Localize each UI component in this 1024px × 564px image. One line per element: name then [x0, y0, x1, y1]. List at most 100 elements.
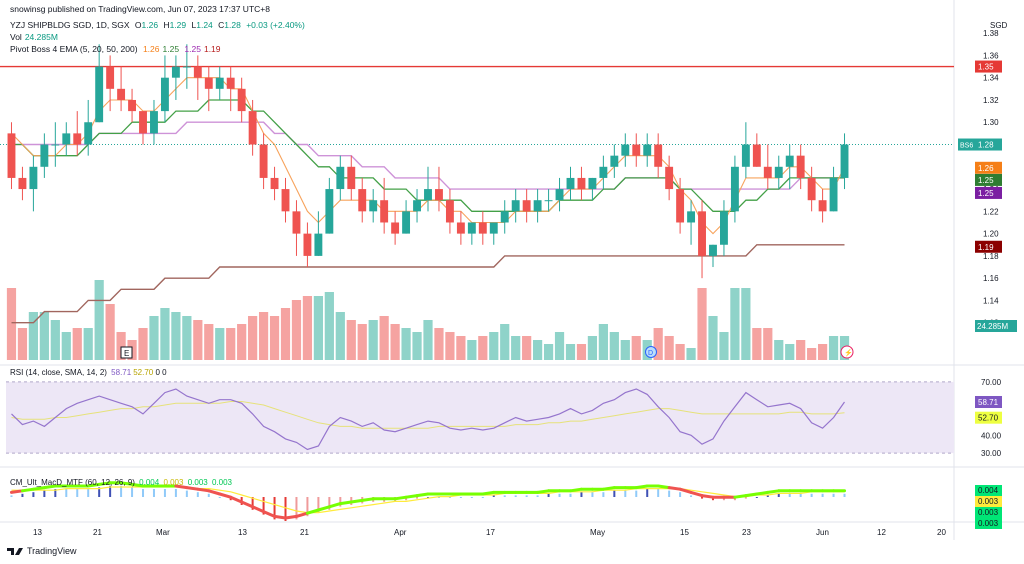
macd-histogram-bar — [174, 489, 177, 497]
macd-line-segment — [316, 505, 331, 512]
candle-body — [226, 77, 235, 89]
volume-bar — [390, 324, 400, 360]
candle-body — [796, 155, 805, 178]
volume-bar — [489, 332, 499, 360]
macd-histogram-bar — [109, 485, 112, 497]
macd-histogram-bar — [32, 492, 35, 497]
time-tick-label: 23 — [742, 528, 751, 537]
rsi-line — [11, 388, 845, 451]
macd-line-segment — [744, 492, 759, 498]
rsi-tick-label: 40.00 — [981, 431, 1002, 440]
volume-bar — [796, 340, 806, 360]
candle-body — [741, 144, 750, 167]
candle-body — [511, 200, 520, 212]
macd-histogram-bar — [679, 492, 682, 497]
volume-bar — [94, 280, 104, 360]
candle-body — [106, 66, 115, 89]
macd-histogram-bar — [54, 489, 57, 497]
macd-histogram-bar — [306, 497, 309, 517]
macd-line-segment — [601, 486, 616, 491]
candle-body — [204, 77, 213, 89]
macd-line-segment — [42, 484, 57, 490]
macd-line-segment — [273, 514, 288, 520]
publish-note: snowinsg published on TradingView.com, J… — [10, 4, 270, 14]
macd-histogram-bar — [481, 497, 484, 498]
volume-bar — [423, 320, 433, 360]
candle-body — [698, 211, 706, 256]
candle-body — [150, 111, 158, 134]
macd-value-bg — [975, 485, 1002, 496]
volume-bar — [412, 332, 422, 360]
macd-line-segment — [656, 484, 671, 490]
candle-body — [599, 166, 608, 178]
volume-bar — [741, 288, 751, 360]
tradingview-icon — [7, 548, 23, 555]
candle-body — [763, 166, 772, 178]
open-value: 1.26 — [141, 20, 159, 30]
price-tick-label: 1.34 — [983, 74, 999, 83]
volume-bar — [730, 288, 740, 360]
macd-line-segment — [262, 510, 277, 518]
macd-histogram-bar — [799, 493, 802, 497]
macd-histogram-bar — [514, 495, 517, 497]
price-tick-label: 1.14 — [983, 296, 999, 305]
volume-axis-label: 24.285M — [977, 322, 1008, 331]
volume-bar — [609, 332, 619, 360]
candle-body — [139, 111, 147, 134]
volume-bar — [105, 304, 115, 360]
volume-bar — [324, 292, 334, 360]
currency-label: SGD — [990, 21, 1008, 30]
candle-body — [182, 66, 191, 68]
volume-bar — [434, 328, 444, 360]
volume-bar — [204, 324, 214, 360]
ema200-price-label: 1.19 — [978, 243, 994, 252]
volume-bar — [17, 328, 28, 360]
pivot-header: Pivot Boss 4 EMA (5, 20, 50, 200) 1.26 1.… — [10, 44, 221, 54]
macd-line-segment — [86, 482, 101, 488]
volume-bar — [675, 344, 685, 360]
macd-histogram-bar — [492, 495, 495, 497]
candle-body — [314, 233, 323, 256]
macd-line-segment — [251, 505, 266, 514]
candle-body — [171, 66, 180, 78]
candle-body — [380, 200, 389, 223]
macd-histogram-bar — [295, 497, 298, 520]
tradingview-logo[interactable]: TradingView — [6, 546, 77, 556]
macd-line-segment — [240, 500, 255, 509]
rsi-value-bg — [975, 395, 1002, 408]
volume-bar — [653, 328, 663, 360]
candle-body — [807, 177, 816, 201]
macd-histogram-bar — [657, 489, 660, 497]
last-prefix-label: BS6 — [960, 143, 973, 150]
hline-price-label: 1.35 — [978, 63, 994, 72]
volume-bar — [774, 340, 784, 360]
rsi-header: RSI (14, close, SMA, 14, 2) 58.71 52.70 0… — [10, 368, 167, 377]
candle-body — [665, 166, 674, 190]
volume-bar — [357, 324, 367, 360]
macd-histogram-bar — [821, 493, 824, 497]
candle-body — [610, 155, 619, 167]
rsi-band — [6, 381, 954, 454]
volume-bar — [752, 328, 762, 360]
price-tick-label: 1.36 — [983, 51, 999, 60]
volume-bar — [160, 308, 170, 360]
macd-line-segment — [634, 484, 649, 490]
macd-line-segment — [360, 497, 375, 502]
macd-histogram-bar — [448, 497, 451, 498]
time-tick-label: 13 — [238, 528, 247, 537]
candle-body — [281, 189, 290, 212]
volume-bar — [401, 328, 411, 360]
macd-histogram-bar — [602, 492, 605, 497]
time-tick-label: Jun — [816, 528, 829, 537]
macd-line-segment — [766, 489, 781, 494]
ema5-price-label: 1.26 — [978, 164, 994, 173]
macd-histogram-bar — [152, 489, 155, 497]
candle-body — [467, 222, 476, 234]
low-value: 1.24 — [196, 20, 213, 30]
volume-bar — [269, 316, 280, 360]
volume-bar — [817, 344, 828, 360]
volume-bar — [116, 332, 126, 360]
symbol-name[interactable]: YZJ SHIPBLDG SGD, 1D, SGX — [10, 20, 130, 30]
macd-line-segment — [678, 487, 693, 494]
